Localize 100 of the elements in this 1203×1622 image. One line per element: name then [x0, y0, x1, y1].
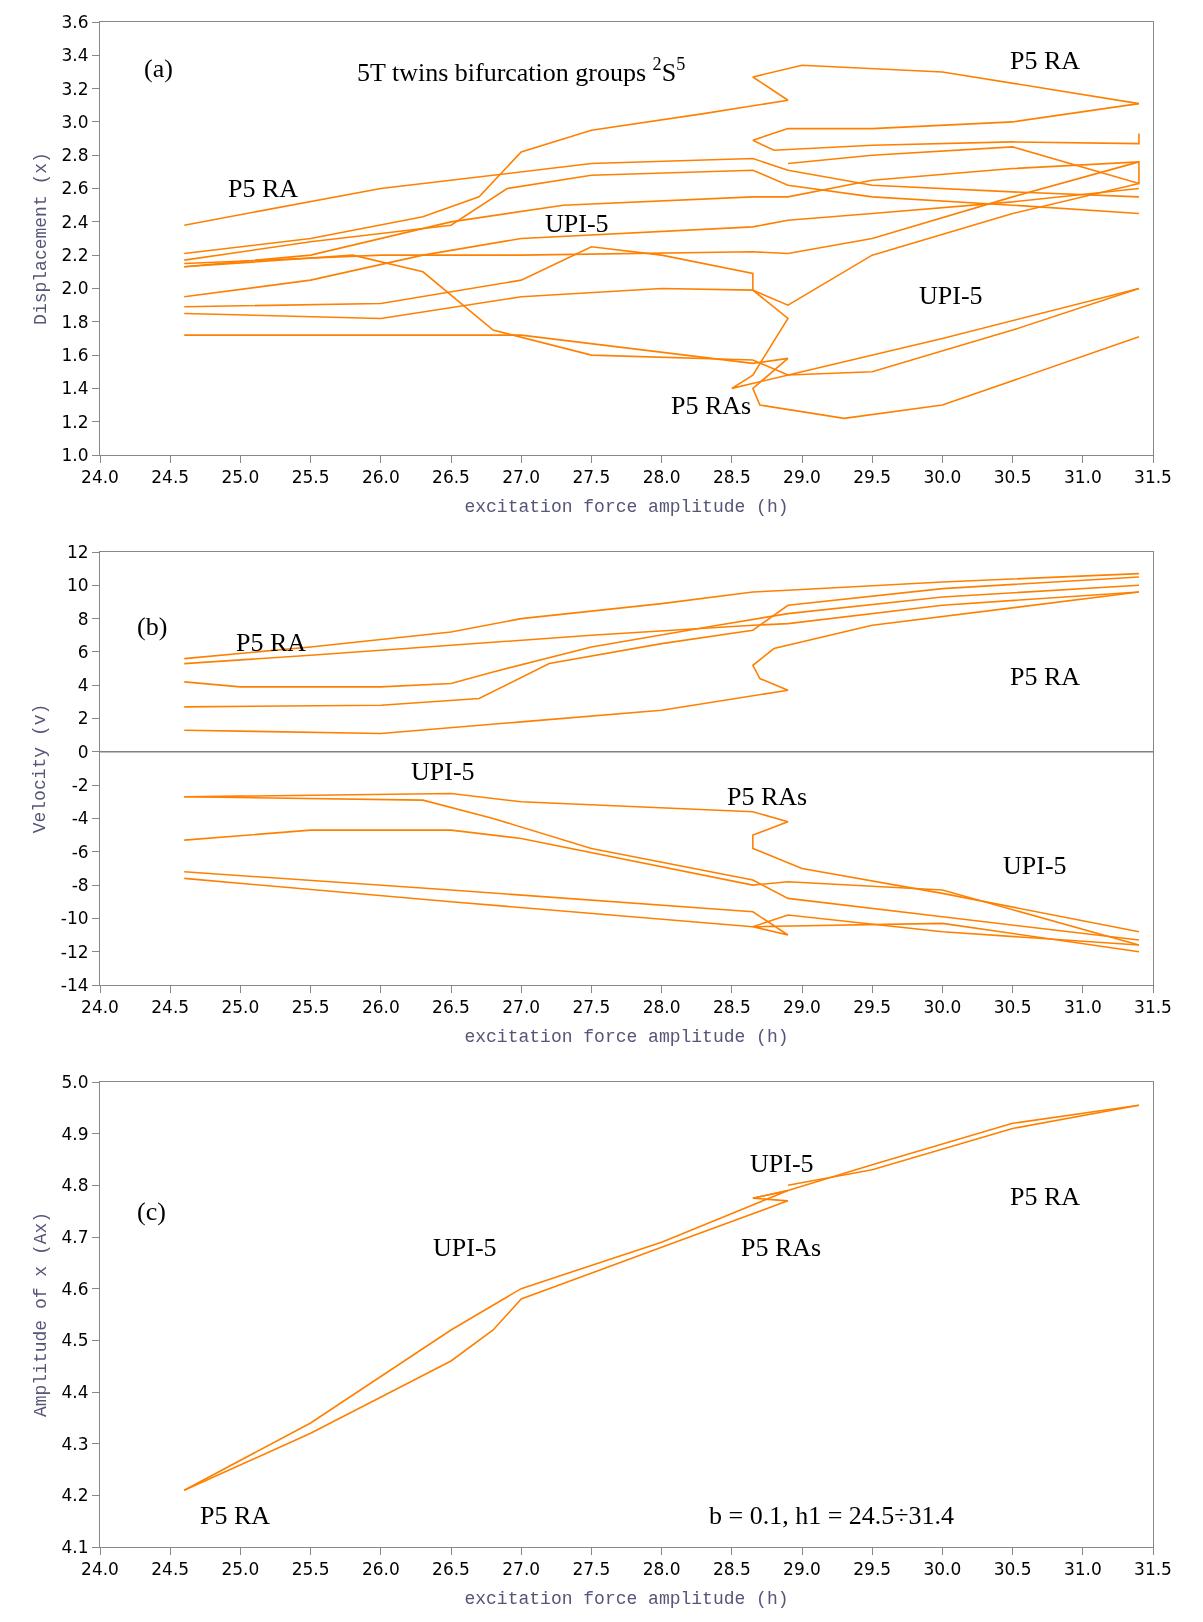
annotation: UPI-5 — [1003, 851, 1067, 880]
y-tick-label: 4.7 — [61, 1226, 89, 1247]
annotation: P5 RAs — [727, 782, 808, 811]
x-tick-label: 27.0 — [502, 467, 541, 488]
x-tick-label: 29.0 — [783, 467, 821, 488]
y-tick-label: 1.8 — [61, 311, 89, 332]
x-tick-label: 31.5 — [1134, 1559, 1172, 1580]
x-tick-label: 25.5 — [291, 997, 330, 1018]
annotation: P5 RAs — [741, 1233, 822, 1262]
annotation: P5 RA — [1010, 662, 1081, 691]
x-tick-label: 24.5 — [151, 467, 190, 488]
y-tick-label: 12 — [66, 541, 89, 562]
x-tick-label: 28.5 — [712, 467, 751, 488]
x-tick-label: 29.5 — [853, 467, 892, 488]
x-tick-label: 30.5 — [993, 1559, 1032, 1580]
x-tick-label: 26.5 — [432, 1559, 470, 1580]
annotation: (c) — [137, 1197, 166, 1226]
x-tick-label: 26.5 — [432, 467, 470, 488]
annotation: UPI-5 — [750, 1149, 814, 1178]
x-tick-label: 28.5 — [712, 1559, 751, 1580]
annotation: P5 RA — [228, 174, 299, 203]
y-tick-label: 2.4 — [61, 211, 89, 232]
y-tick-label: -10 — [60, 908, 89, 929]
x-tick-label: 31.0 — [1063, 1559, 1102, 1580]
annotation: P5 RA — [200, 1501, 271, 1530]
annotation: 5T twins bifurcation groups $^{2}$S$^{5}$ — [357, 54, 686, 87]
y-tick-label: 4.6 — [61, 1278, 89, 1299]
x-tick-label: 31.0 — [1063, 467, 1102, 488]
y-tick-label: 4 — [77, 675, 89, 696]
annotation: (a) — [144, 54, 173, 83]
y-tick-label: 3.4 — [61, 45, 89, 66]
y-tick-label: 2 — [77, 708, 89, 729]
x-tick-label: 24.0 — [81, 467, 119, 488]
x-tick-label: 25.0 — [221, 1559, 260, 1580]
y-tick-label: 2.2 — [61, 245, 89, 266]
y-tick-label: 4.1 — [61, 1536, 89, 1557]
y-tick-label: 4.4 — [61, 1381, 89, 1402]
y-tick-label: 1.6 — [61, 345, 89, 366]
annotation: UPI-5 — [919, 281, 983, 310]
x-tick-label: 25.5 — [291, 1559, 330, 1580]
y-tick-label: 3.2 — [61, 78, 89, 99]
y-tick-label: 0 — [77, 741, 89, 762]
x-tick-label: 27.0 — [502, 997, 541, 1018]
x-tick-label: 26.5 — [432, 997, 470, 1018]
x-axis-title: excitation force amplitude (h) — [464, 496, 789, 517]
y-tick-label: 4.5 — [61, 1330, 89, 1351]
annotation: b = 0.1, h1 = 24.5÷31.4 — [709, 1501, 955, 1530]
y-tick-label: 2.8 — [61, 145, 89, 166]
annotation: P5 RA — [1010, 1182, 1081, 1211]
x-tick-label: 26.0 — [361, 997, 400, 1018]
x-tick-label: 25.0 — [221, 997, 260, 1018]
x-tick-label: 27.5 — [572, 997, 611, 1018]
y-tick-label: 4.3 — [61, 1433, 89, 1454]
annotation: P5 RA — [1010, 46, 1081, 75]
x-tick-label: 28.0 — [642, 997, 681, 1018]
x-tick-label: 24.5 — [151, 1559, 190, 1580]
x-tick-label: 30.0 — [923, 997, 962, 1018]
x-tick-label: 31.0 — [1063, 997, 1102, 1018]
x-tick-label: 24.0 — [81, 1559, 119, 1580]
annotation: UPI-5 — [411, 757, 475, 786]
y-axis-title: Velocity (v) — [30, 703, 51, 834]
y-tick-label: 6 — [77, 641, 89, 662]
x-tick-label: 29.5 — [853, 1559, 892, 1580]
y-tick-label: -12 — [60, 941, 89, 962]
x-tick-label: 31.5 — [1134, 997, 1172, 1018]
x-tick-label: 29.0 — [783, 1559, 821, 1580]
x-tick-label: 31.5 — [1134, 467, 1172, 488]
x-tick-label: 29.0 — [783, 997, 821, 1018]
y-tick-label: 3.6 — [61, 11, 89, 32]
x-tick-label: 28.0 — [642, 1559, 681, 1580]
y-axis-title: Displacement (x) — [30, 152, 51, 325]
y-tick-label: -8 — [71, 875, 89, 896]
x-tick-label: 28.5 — [712, 997, 751, 1018]
x-tick-label: 27.5 — [572, 1559, 611, 1580]
annotation: P5 RAs — [671, 391, 752, 420]
y-tick-label: 1.2 — [61, 411, 89, 432]
y-tick-label: 5.0 — [61, 1071, 89, 1092]
x-tick-label: 27.5 — [572, 467, 611, 488]
x-tick-label: 25.0 — [221, 467, 260, 488]
y-tick-label: 2.6 — [61, 178, 89, 199]
y-tick-label: -14 — [60, 974, 89, 995]
y-tick-label: 10 — [66, 575, 89, 596]
y-tick-label: 3.0 — [61, 111, 89, 132]
y-tick-label: 4.8 — [61, 1175, 89, 1196]
x-tick-label: 27.0 — [502, 1559, 541, 1580]
x-tick-label: 24.5 — [151, 997, 190, 1018]
y-tick-label: 4.2 — [61, 1485, 89, 1506]
x-tick-label: 26.0 — [361, 1559, 400, 1580]
x-axis-title: excitation force amplitude (h) — [464, 1026, 789, 1047]
y-tick-label: 8 — [77, 608, 89, 629]
x-tick-label: 29.5 — [853, 997, 892, 1018]
annotation: UPI-5 — [545, 209, 609, 238]
x-tick-label: 25.5 — [291, 467, 330, 488]
x-tick-label: 30.0 — [923, 467, 962, 488]
y-tick-label: 1.4 — [61, 378, 89, 399]
y-tick-label: 4.9 — [61, 1123, 89, 1144]
x-tick-label: 26.0 — [361, 467, 400, 488]
y-tick-label: -6 — [71, 841, 89, 862]
y-tick-label: 1.0 — [61, 444, 89, 465]
x-tick-label: 24.0 — [81, 997, 119, 1018]
